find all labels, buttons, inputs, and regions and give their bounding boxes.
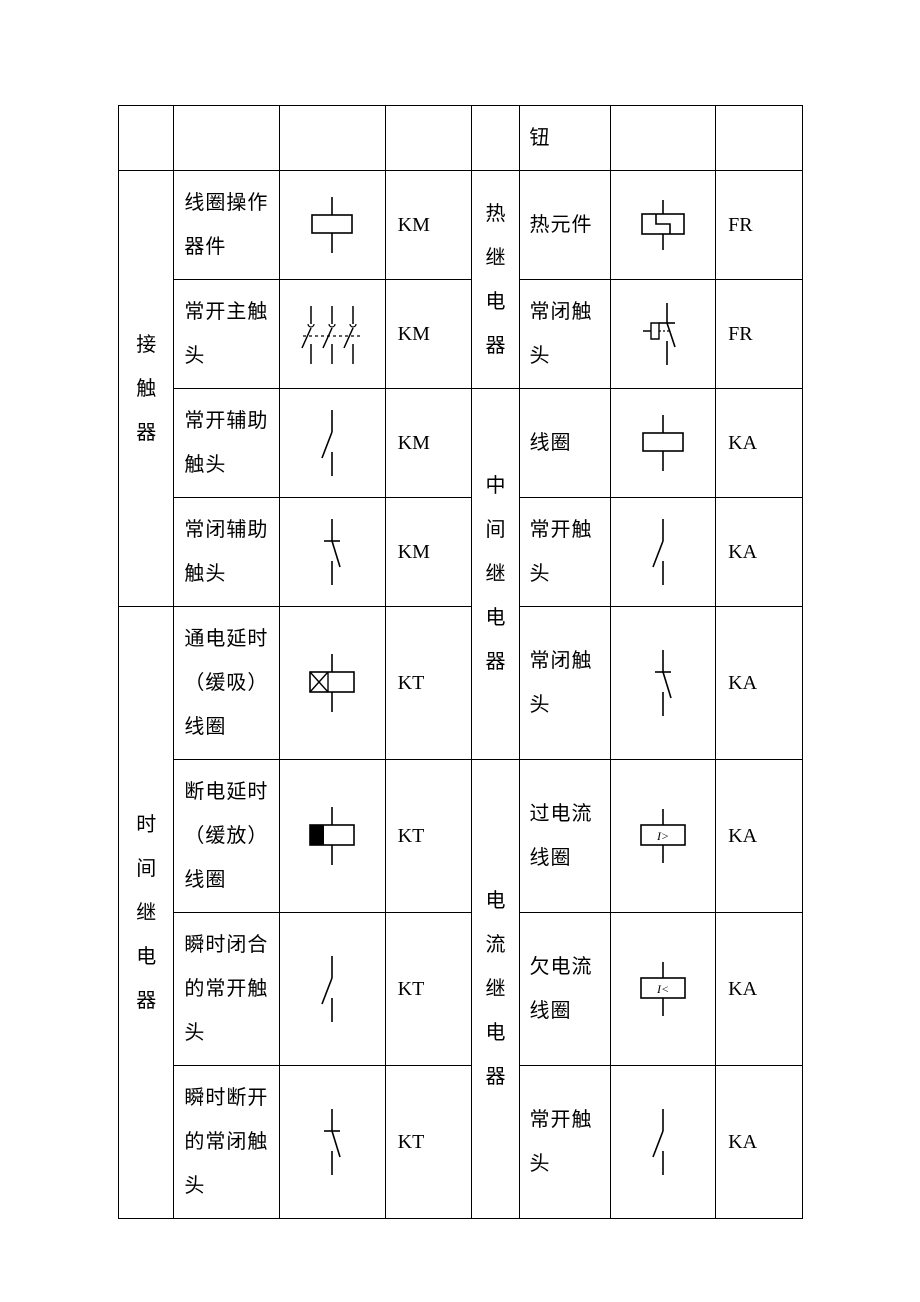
- left-item-name: 瞬时闭合的常开触头: [174, 913, 280, 1066]
- right-category: 电流继电器: [472, 760, 519, 1219]
- right-item-name: 常开触头: [519, 498, 610, 607]
- right-code: KA: [716, 913, 803, 1066]
- left-code: KT: [385, 760, 472, 913]
- left-item-name: 线圈操作器件: [174, 171, 280, 280]
- right-symbol: [610, 171, 716, 280]
- right-item-name: 常闭触头: [519, 607, 610, 760]
- left-symbol: [280, 171, 386, 280]
- right-item-name: 常闭触头: [519, 280, 610, 389]
- table-row: 断电延时（缓放）线圈 KT电流继电器过电流线圈 I> KA: [119, 760, 803, 913]
- right-code: KA: [716, 389, 803, 498]
- left-code: KT: [385, 607, 472, 760]
- left-symbol: [280, 760, 386, 913]
- right-symbol: I>: [610, 760, 716, 913]
- right-code: KA: [716, 1066, 803, 1219]
- left-symbol: [280, 280, 386, 389]
- right-code: KA: [716, 498, 803, 607]
- table-row: 常闭辅助触头 KM 常开触头 KA: [119, 498, 803, 607]
- left-code: KM: [385, 498, 472, 607]
- left-category: 接触器: [119, 171, 174, 607]
- left-symbol: [280, 106, 386, 171]
- right-code: KA: [716, 607, 803, 760]
- right-category: [472, 106, 519, 171]
- table-row: 时间继电器通电延时（缓吸）线圈 KT常闭触头 KA: [119, 607, 803, 760]
- left-code: KT: [385, 913, 472, 1066]
- right-item-name: 钮: [519, 106, 610, 171]
- svg-text:I<: I<: [656, 982, 669, 996]
- left-category: 时间继电器: [119, 607, 174, 1219]
- right-code: FR: [716, 280, 803, 389]
- right-symbol: [610, 280, 716, 389]
- table-row: 接触器线圈操作器件 KM热继电器热元件 FR: [119, 171, 803, 280]
- left-symbol: [280, 1066, 386, 1219]
- left-symbol: [280, 913, 386, 1066]
- right-item-name: 常开触头: [519, 1066, 610, 1219]
- right-symbol: I<: [610, 913, 716, 1066]
- right-symbol: [610, 389, 716, 498]
- left-symbol: [280, 389, 386, 498]
- right-symbol: [610, 607, 716, 760]
- left-code: KT: [385, 1066, 472, 1219]
- left-code: KM: [385, 389, 472, 498]
- left-code: KM: [385, 171, 472, 280]
- table-row: 瞬时闭合的常开触头 KT 欠电流线圈 I< KA: [119, 913, 803, 1066]
- right-item-name: 欠电流线圈: [519, 913, 610, 1066]
- right-item-name: 过电流线圈: [519, 760, 610, 913]
- left-item-name: 常闭辅助触头: [174, 498, 280, 607]
- svg-text:I>: I>: [656, 829, 669, 843]
- right-symbol: [610, 106, 716, 171]
- table-row: 常开主触头 KM 常闭触头: [119, 280, 803, 389]
- right-code: [716, 106, 803, 171]
- right-code: KA: [716, 760, 803, 913]
- right-symbol: [610, 1066, 716, 1219]
- left-item-name: 常开主触头: [174, 280, 280, 389]
- left-code: KM: [385, 280, 472, 389]
- right-category: 中间继电器: [472, 389, 519, 760]
- left-item-name: 常开辅助触头: [174, 389, 280, 498]
- left-symbol: [280, 607, 386, 760]
- right-category: 热继电器: [472, 171, 519, 389]
- left-item-name: 瞬时断开的常闭触头: [174, 1066, 280, 1219]
- right-item-name: 热元件: [519, 171, 610, 280]
- table: 钮接触器线圈操作器件 KM热继电器热元件 FR常开主触头: [118, 105, 803, 1219]
- right-code: FR: [716, 171, 803, 280]
- left-category: [119, 106, 174, 171]
- right-item-name: 线圈: [519, 389, 610, 498]
- right-symbol: [610, 498, 716, 607]
- table-row: 瞬时断开的常闭触头 KT 常开触头 KA: [119, 1066, 803, 1219]
- symbol-table: 钮接触器线圈操作器件 KM热继电器热元件 FR常开主触头: [118, 105, 803, 1219]
- table-row: 常开辅助触头 KM中间继电器线圈 KA: [119, 389, 803, 498]
- left-item-name: 通电延时（缓吸）线圈: [174, 607, 280, 760]
- left-item-name: 断电延时（缓放）线圈: [174, 760, 280, 913]
- left-item-name: [174, 106, 280, 171]
- left-code: [385, 106, 472, 171]
- table-row: 钮: [119, 106, 803, 171]
- left-symbol: [280, 498, 386, 607]
